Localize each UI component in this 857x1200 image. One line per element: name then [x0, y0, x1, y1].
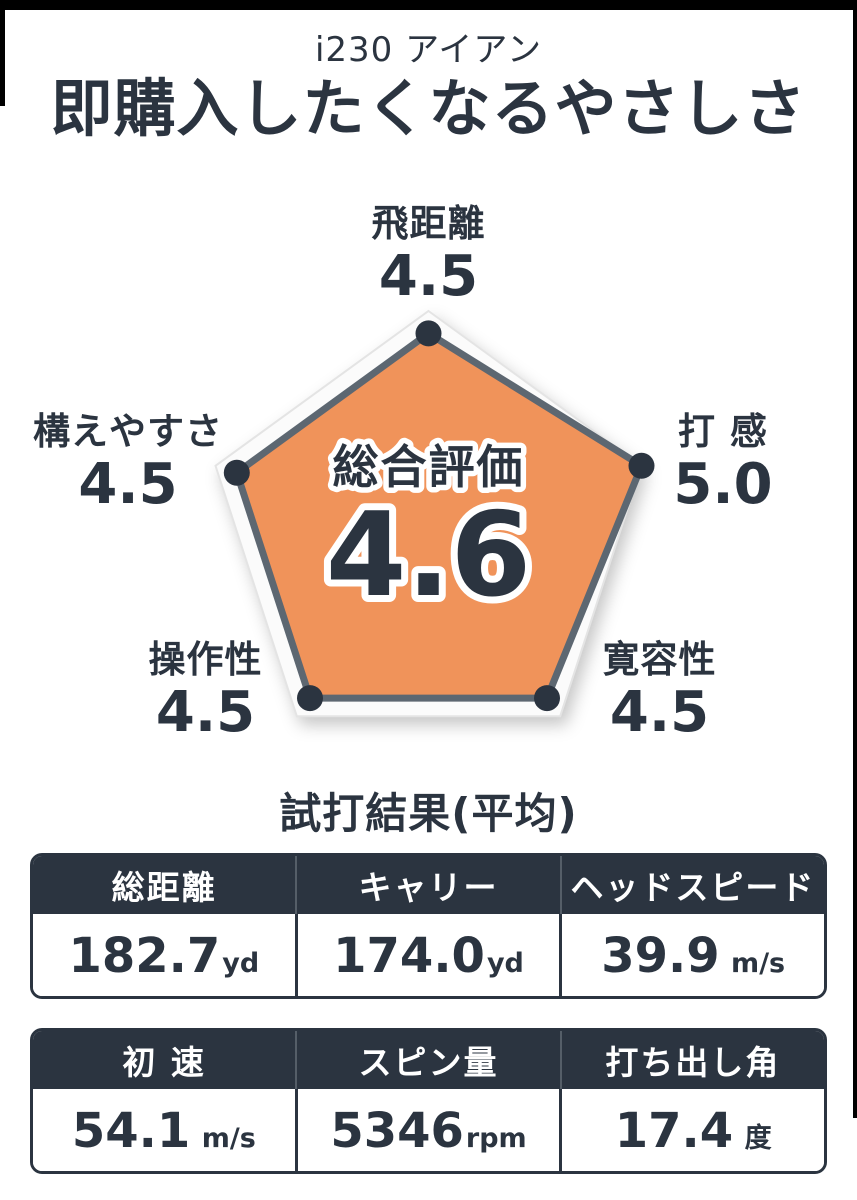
stat-value-cell: 54.1 m/s — [33, 1089, 295, 1171]
axis-value: 4.5 — [78, 452, 178, 518]
column-header: ヘッドスピード — [559, 856, 824, 914]
stat-unit: rpm — [465, 1123, 527, 1154]
stat-value-cell: 39.9 m/s — [559, 914, 824, 996]
overall-rating-value: 4.6 — [326, 488, 532, 623]
stat-number: 174.0 — [333, 928, 485, 984]
column-header: キャリー — [295, 856, 559, 914]
table-value-row: 182.7 yd 174.0 yd 39.9 m/s — [33, 914, 824, 996]
radar-dot — [297, 685, 323, 712]
frame-right-edge — [853, 0, 857, 1118]
axis-label: 構えやすさ — [33, 410, 223, 453]
stat-number: 17.4 — [614, 1103, 734, 1159]
column-header: 総距離 — [111, 868, 217, 907]
frame-left-edge — [0, 0, 5, 106]
stat-value-cell: 17.4 度 — [559, 1089, 824, 1171]
axis-feel: 打 感 5.0 — [648, 410, 798, 515]
stat-number: 54.1 — [71, 1103, 191, 1159]
axis-workability: 操作性 4.5 — [118, 638, 293, 743]
axis-label: 飛距離 — [371, 202, 486, 245]
axis-distance: 飛距離 4.5 — [0, 202, 857, 307]
axis-label: 寛容性 — [602, 638, 717, 681]
stat-number: 182.7 — [68, 928, 221, 984]
axis-value: 4.5 — [609, 680, 710, 746]
stat-unit: m/s — [192, 1123, 256, 1154]
stat-unit: yd — [486, 948, 524, 979]
stat-number: 5346 — [330, 1103, 464, 1159]
axis-address-ease: 構えやすさ 4.5 — [28, 410, 228, 515]
column-header: 打ち出し角 — [559, 1031, 824, 1089]
stat-value-cell: 174.0 yd — [294, 914, 560, 996]
frame-top-edge — [0, 0, 857, 10]
axis-value: 5.0 — [673, 452, 773, 518]
radar-dot — [415, 320, 442, 347]
club-model-title: i230 アイアン — [314, 30, 543, 70]
stat-value-cell: 5346 rpm — [294, 1089, 560, 1171]
column-header: 初 速 — [122, 1043, 206, 1082]
radar-dot — [223, 459, 250, 486]
column-header: スピン量 — [295, 1031, 559, 1089]
stat-unit: yd — [222, 948, 260, 979]
radar-vertex-dots — [223, 320, 655, 712]
table-header-row: 総距離 キャリー ヘッドスピード — [33, 856, 824, 914]
axis-value: 4.5 — [155, 680, 256, 746]
test-results-heading: 試打結果(平均) — [279, 789, 578, 838]
stat-value-cell: 182.7 yd — [33, 914, 295, 996]
radar-dot — [534, 685, 560, 712]
axis-label: 打 感 — [678, 410, 768, 453]
radar-chart: 総合評価 4.6 — [214, 309, 655, 718]
stat-number: 39.9 — [601, 928, 720, 984]
stat-unit: 度 — [735, 1123, 772, 1154]
axis-label: 操作性 — [148, 638, 263, 681]
table-header-row: 初 速 スピン量 打ち出し角 — [33, 1031, 824, 1089]
overall-rating-label: 総合評価 — [333, 440, 525, 494]
stat-unit: m/s — [721, 948, 786, 979]
results-table-distance: 総距離 キャリー ヘッドスピード 182.7 yd 174.0 yd 39.9 m/… — [30, 853, 827, 999]
table-value-row: 54.1 m/s 5346 rpm 17.4 度 — [33, 1089, 824, 1171]
results-table-launch: 初 速 スピン量 打ち出し角 54.1 m/s 5346 rpm 17.4 度 — [30, 1028, 827, 1174]
review-headline: 即購入したくなるやさしさ — [50, 72, 807, 145]
radar-dot — [628, 452, 655, 479]
axis-forgiveness: 寛容性 4.5 — [572, 638, 747, 743]
axis-value: 4.5 — [378, 244, 479, 310]
radar-data-polygon — [232, 329, 646, 702]
